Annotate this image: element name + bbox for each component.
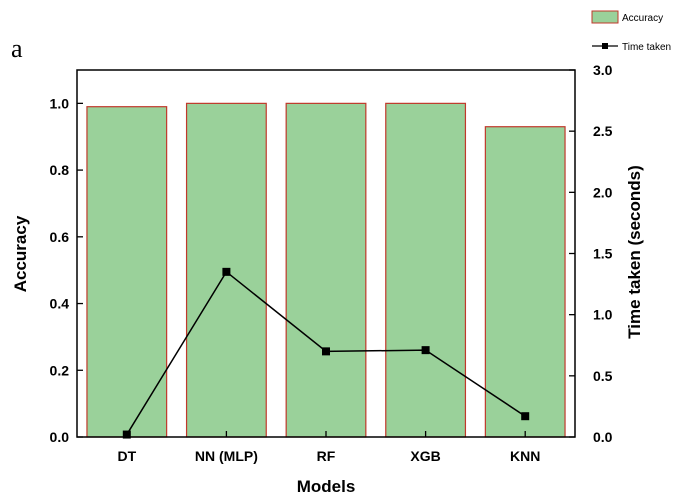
x-tick-label: NN (MLP): [195, 448, 258, 464]
left-tick-label: 0.4: [50, 296, 70, 312]
y-axis-title: Accuracy: [11, 215, 30, 292]
legend-line-marker: [602, 43, 608, 49]
time-marker-knn: [521, 412, 530, 421]
right-tick-label: 0.0: [593, 429, 613, 445]
left-axis-ticks: 0.0 0.2 0.4 0.6 0.8 1.0: [50, 95, 83, 445]
bars-layer: [86, 102, 566, 438]
left-tick-label: 1.0: [50, 95, 70, 111]
left-tick-label: 0.8: [50, 162, 70, 178]
time-marker-nn-mlp: [222, 267, 231, 276]
right-tick-label: 0.5: [593, 368, 613, 384]
x-tick-label: KNN: [510, 448, 540, 464]
x-tick-label: RF: [317, 448, 336, 464]
left-tick-label: 0.6: [50, 229, 70, 245]
legend: Accuracy Time taken: [591, 10, 671, 53]
bar-knn: [484, 126, 566, 438]
x-axis-ticks: DT NN (MLP) RF XGB KNN: [117, 431, 540, 464]
x-tick-label: XGB: [410, 448, 440, 464]
x-axis-title: Models: [297, 477, 356, 496]
right-tick-label: 2.5: [593, 123, 613, 139]
time-marker-xgb: [421, 346, 430, 355]
bar-xgb: [385, 102, 467, 438]
time-marker-rf: [322, 347, 330, 356]
legend-bar-swatch: [591, 10, 619, 24]
left-tick-label: 0.2: [50, 362, 70, 378]
y2-axis-title: Time taken (seconds): [625, 165, 644, 339]
legend-label-accuracy: Accuracy: [622, 13, 663, 24]
x-tick-label: DT: [117, 448, 136, 464]
right-tick-label: 1.0: [593, 307, 613, 323]
bar-dt: [86, 106, 168, 438]
legend-label-time: Time taken: [622, 42, 671, 53]
right-tick-label: 2.0: [593, 184, 613, 200]
right-axis-ticks: 0.0 0.5 1.0 1.5 2.0 2.5 3.0: [569, 62, 613, 445]
right-tick-label: 1.5: [593, 246, 613, 262]
panel-label: a: [11, 34, 23, 63]
right-tick-label: 3.0: [593, 62, 613, 78]
left-tick-label: 0.0: [50, 429, 70, 445]
bar-rf: [285, 102, 367, 438]
